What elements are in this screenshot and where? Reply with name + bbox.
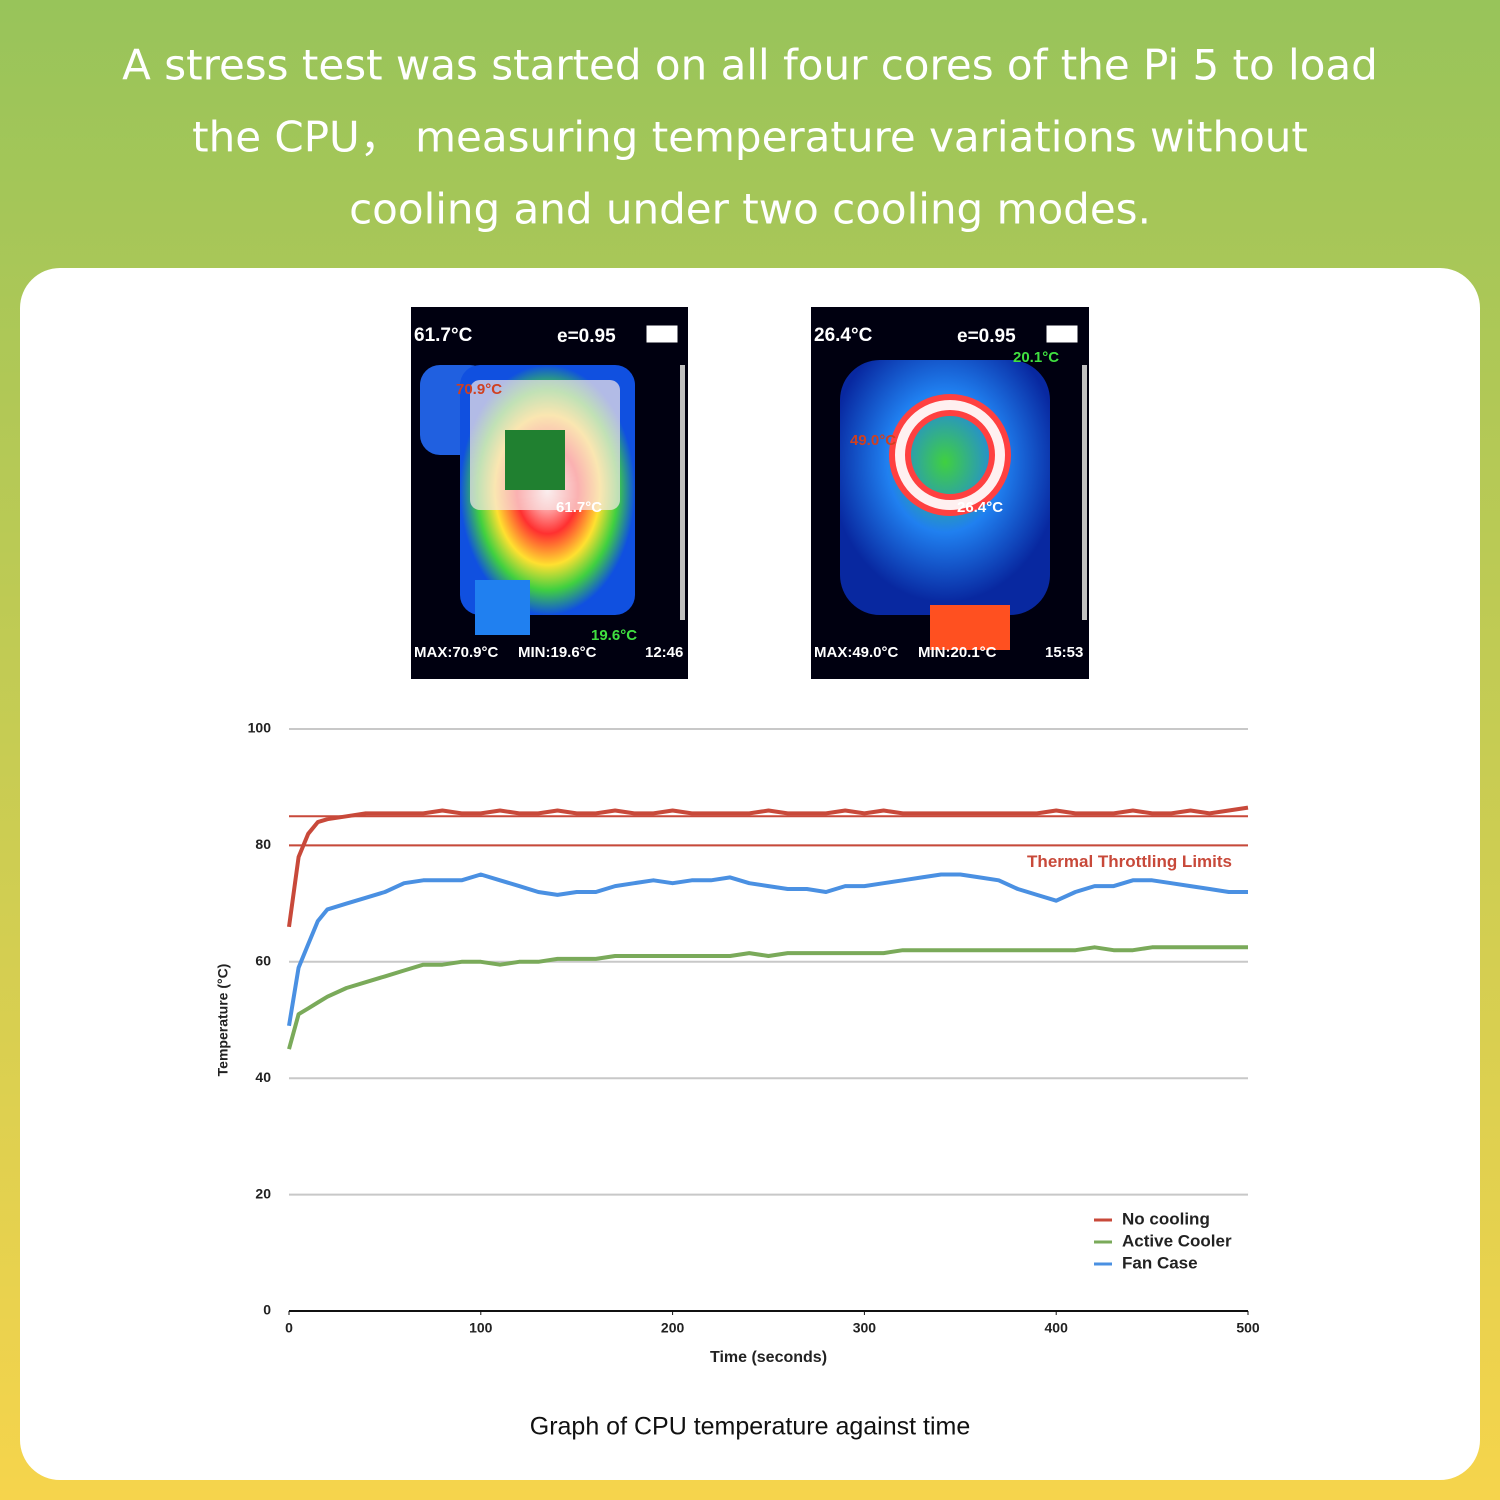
thermal-temp: 61.7°C [414,325,473,346]
x-tick-label: 400 [1045,1320,1069,1336]
thermal-min: MIN:19.6°C [518,644,597,661]
x-tick-label: 200 [661,1320,685,1336]
thermal-temp: 26.4°C [814,325,873,346]
y-tick-label: 0 [263,1302,271,1318]
caption: Graph of CPU temperature against time [530,1413,970,1441]
y-tick-label: 80 [255,836,271,852]
header-line: the CPU， measuring temperature variation… [192,113,1308,162]
spot-label: 70.9°C [456,381,502,398]
y-tick-label: 20 [255,1185,271,1201]
spot-label: 26.4°C [957,499,1003,516]
x-tick-label: 0 [285,1320,293,1336]
header-line: cooling and under two cooling modes. [349,185,1151,234]
thermal-time: 15:53 [1045,644,1083,661]
spot-label: 19.6°C [591,627,637,644]
series-line [287,872,1248,1027]
reference-label: Thermal Throttling Limits [1027,852,1232,871]
header-line: A stress test was started on all four co… [122,41,1378,90]
legend-label: Fan Case [1122,1253,1198,1272]
battery-icon [1046,325,1078,343]
battery-icon [646,325,678,343]
y-axis-label: Temperature (°C) [215,964,231,1077]
series-line [287,945,1248,1050]
thermal-time: 12:46 [645,644,683,661]
panel [20,268,1480,1480]
spot-label: 20.1°C [1013,349,1059,366]
thermal-image [411,307,688,679]
legend-label: No cooling [1122,1209,1210,1228]
spot-label: 49.0°C [850,432,896,449]
y-tick-label: 40 [255,1069,271,1085]
spot-label: 61.7°C [556,499,602,516]
thermal-emissivity: e=0.95 [557,326,616,347]
y-tick-label: 60 [255,953,271,969]
thermal-emissivity: e=0.95 [957,326,1016,347]
x-axis-label: Time (seconds) [710,1349,827,1366]
thermal-image [811,307,1089,679]
x-tick-label: 100 [469,1320,493,1336]
series-line [287,805,1249,928]
thermal-max: MAX:49.0°C [814,644,899,661]
x-tick-label: 300 [853,1320,877,1336]
y-tick-label: 100 [248,720,272,736]
thermal-min: MIN:20.1°C [918,644,997,661]
thermal-max: MAX:70.9°C [414,644,499,661]
legend-label: Active Cooler [1122,1231,1232,1250]
x-tick-label: 500 [1236,1320,1260,1336]
